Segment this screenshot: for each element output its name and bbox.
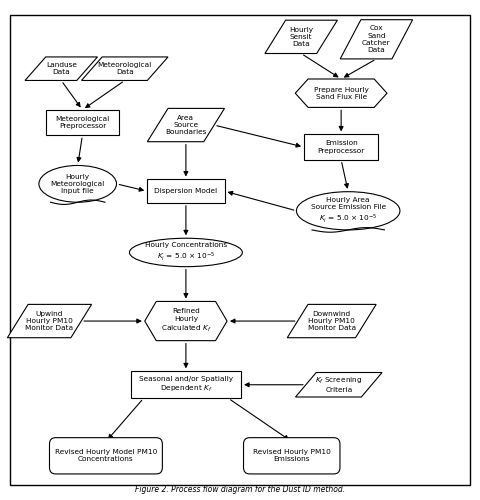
Text: Figure 2. Process flow diagram for the Dust ID method.: Figure 2. Process flow diagram for the D…: [135, 484, 345, 494]
Text: Meteorological
Preprocessor: Meteorological Preprocessor: [55, 116, 109, 129]
Text: Landuse
Data: Landuse Data: [46, 62, 77, 76]
Text: Emission
Preprocessor: Emission Preprocessor: [317, 140, 365, 153]
Polygon shape: [296, 372, 382, 397]
Text: Cox
Sand
Catcher
Data: Cox Sand Catcher Data: [362, 26, 391, 53]
Text: Hourly
Sensit
Data: Hourly Sensit Data: [289, 26, 313, 47]
Polygon shape: [82, 57, 168, 80]
Polygon shape: [147, 108, 225, 142]
Text: Hourly
Meteorological
Input file: Hourly Meteorological Input file: [50, 174, 105, 194]
Polygon shape: [7, 304, 92, 338]
Bar: [46, 110, 119, 136]
Bar: [131, 372, 241, 398]
Ellipse shape: [39, 166, 117, 202]
Text: Downwind
Hourly PM10
Monitor Data: Downwind Hourly PM10 Monitor Data: [308, 311, 356, 332]
Polygon shape: [25, 57, 97, 80]
Text: Upwind
Hourly PM10
Monitor Data: Upwind Hourly PM10 Monitor Data: [25, 311, 73, 332]
Text: Area
Source
Boundaries: Area Source Boundaries: [165, 115, 206, 136]
Polygon shape: [265, 20, 337, 54]
Text: Hourly Area
Source Emission File
$K_i$ = 5.0 × 10$^{-5}$: Hourly Area Source Emission File $K_i$ =…: [311, 197, 386, 225]
Polygon shape: [287, 304, 376, 338]
Text: Revised Hourly Model PM10
Concentrations: Revised Hourly Model PM10 Concentrations: [55, 449, 157, 462]
Polygon shape: [340, 20, 413, 59]
Ellipse shape: [297, 192, 400, 230]
Text: Hourly Concentrations
$K_i$ = 5.0 × 10$^{-5}$: Hourly Concentrations $K_i$ = 5.0 × 10$^…: [145, 242, 227, 263]
Text: Seasonal and/or Spatially
Dependent $K_f$: Seasonal and/or Spatially Dependent $K_f…: [139, 376, 233, 394]
Text: Refined
Hourly
Calculated $K_f$: Refined Hourly Calculated $K_f$: [160, 308, 211, 334]
FancyBboxPatch shape: [49, 438, 162, 474]
Text: Revised Hourly PM10
Emissions: Revised Hourly PM10 Emissions: [253, 449, 331, 462]
Text: $K_f$ Screening
Criteria: $K_f$ Screening Criteria: [315, 376, 362, 394]
Polygon shape: [145, 302, 227, 341]
Text: Dispersion Model: Dispersion Model: [155, 188, 217, 194]
Ellipse shape: [130, 238, 242, 266]
Text: Prepare Hourly
Sand Flux File: Prepare Hourly Sand Flux File: [314, 86, 369, 100]
Polygon shape: [295, 79, 387, 108]
FancyBboxPatch shape: [243, 438, 340, 474]
Bar: [304, 134, 378, 160]
Text: Meteorological
Data: Meteorological Data: [97, 62, 152, 76]
Bar: [147, 180, 225, 203]
